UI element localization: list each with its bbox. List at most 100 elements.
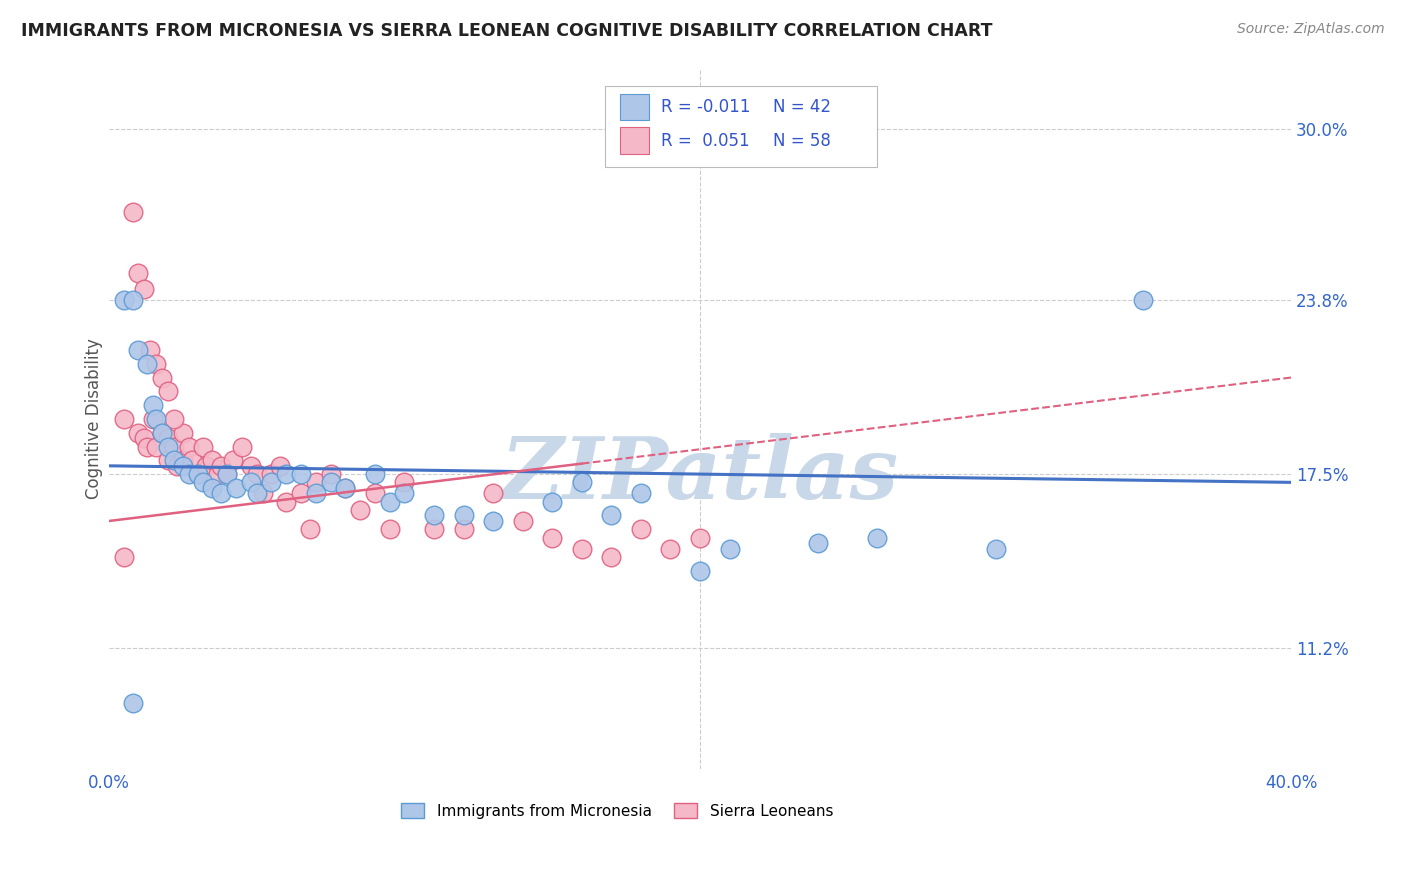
Point	[630, 486, 652, 500]
Point	[378, 522, 401, 536]
Text: ZIPatlas: ZIPatlas	[501, 434, 898, 516]
Point	[112, 293, 135, 308]
Text: R = -0.011: R = -0.011	[661, 98, 751, 116]
Point	[163, 440, 186, 454]
Point	[298, 522, 321, 536]
Point	[423, 508, 446, 523]
Point	[600, 549, 623, 564]
Point	[378, 494, 401, 508]
Point	[193, 440, 215, 454]
Point	[984, 541, 1007, 556]
Point	[112, 412, 135, 426]
Point	[193, 475, 215, 490]
Bar	[620, 94, 650, 120]
Point	[163, 412, 186, 426]
Point	[630, 522, 652, 536]
Point	[453, 522, 475, 536]
Point	[209, 458, 232, 473]
Point	[145, 357, 167, 371]
Point	[1132, 293, 1154, 308]
Point	[172, 453, 194, 467]
Point	[512, 514, 534, 528]
Point	[689, 531, 711, 545]
Point	[209, 486, 232, 500]
FancyBboxPatch shape	[606, 86, 877, 167]
Point	[276, 467, 298, 481]
Point	[260, 467, 283, 481]
Point	[186, 467, 208, 481]
Point	[260, 475, 283, 490]
Point	[225, 481, 247, 495]
Legend: Immigrants from Micronesia, Sierra Leoneans: Immigrants from Micronesia, Sierra Leone…	[395, 797, 839, 825]
Point	[305, 475, 328, 490]
Point	[172, 425, 194, 440]
Point	[127, 425, 149, 440]
Point	[112, 549, 135, 564]
Point	[217, 467, 239, 481]
Point	[166, 458, 188, 473]
Point	[186, 467, 208, 481]
Point	[121, 696, 143, 710]
Point	[150, 370, 173, 384]
Point	[541, 494, 564, 508]
Point	[482, 514, 505, 528]
Point	[142, 398, 165, 412]
Point	[195, 458, 218, 473]
Point	[156, 384, 179, 399]
Point	[121, 205, 143, 219]
Text: Source: ZipAtlas.com: Source: ZipAtlas.com	[1237, 22, 1385, 37]
Point	[364, 467, 387, 481]
Point	[482, 486, 505, 500]
Point	[600, 508, 623, 523]
Point	[276, 494, 298, 508]
Point	[150, 425, 173, 440]
Point	[121, 293, 143, 308]
Point	[319, 467, 342, 481]
Point	[222, 453, 245, 467]
Point	[718, 541, 741, 556]
Point	[423, 522, 446, 536]
Point	[150, 425, 173, 440]
Point	[571, 475, 593, 490]
Point	[252, 486, 274, 500]
Point	[180, 453, 202, 467]
Point	[349, 503, 371, 517]
Point	[127, 343, 149, 357]
Point	[541, 531, 564, 545]
Point	[134, 431, 156, 445]
Point	[201, 481, 224, 495]
Point	[139, 343, 162, 357]
Text: N = 42: N = 42	[773, 98, 831, 116]
Point	[136, 357, 159, 371]
Point	[335, 481, 357, 495]
Text: IMMIGRANTS FROM MICRONESIA VS SIERRA LEONEAN COGNITIVE DISABILITY CORRELATION CH: IMMIGRANTS FROM MICRONESIA VS SIERRA LEO…	[21, 22, 993, 40]
Point	[364, 486, 387, 500]
Point	[319, 475, 342, 490]
Point	[207, 467, 229, 481]
Point	[453, 508, 475, 523]
Point	[246, 467, 269, 481]
Bar	[620, 128, 650, 154]
Point	[269, 458, 291, 473]
Text: R =  0.051: R = 0.051	[661, 132, 749, 150]
Point	[571, 541, 593, 556]
Point	[659, 541, 682, 556]
Point	[394, 486, 416, 500]
Point	[156, 440, 179, 454]
Point	[145, 440, 167, 454]
Text: N = 58: N = 58	[773, 132, 831, 150]
Point	[239, 475, 262, 490]
Point	[142, 412, 165, 426]
Point	[136, 440, 159, 454]
Point	[134, 282, 156, 296]
Point	[156, 453, 179, 467]
Point	[201, 453, 224, 467]
Point	[239, 458, 262, 473]
Point	[177, 440, 200, 454]
Point	[335, 481, 357, 495]
Point	[866, 531, 889, 545]
Point	[305, 486, 328, 500]
Point	[689, 564, 711, 578]
Point	[172, 458, 194, 473]
Point	[156, 431, 179, 445]
